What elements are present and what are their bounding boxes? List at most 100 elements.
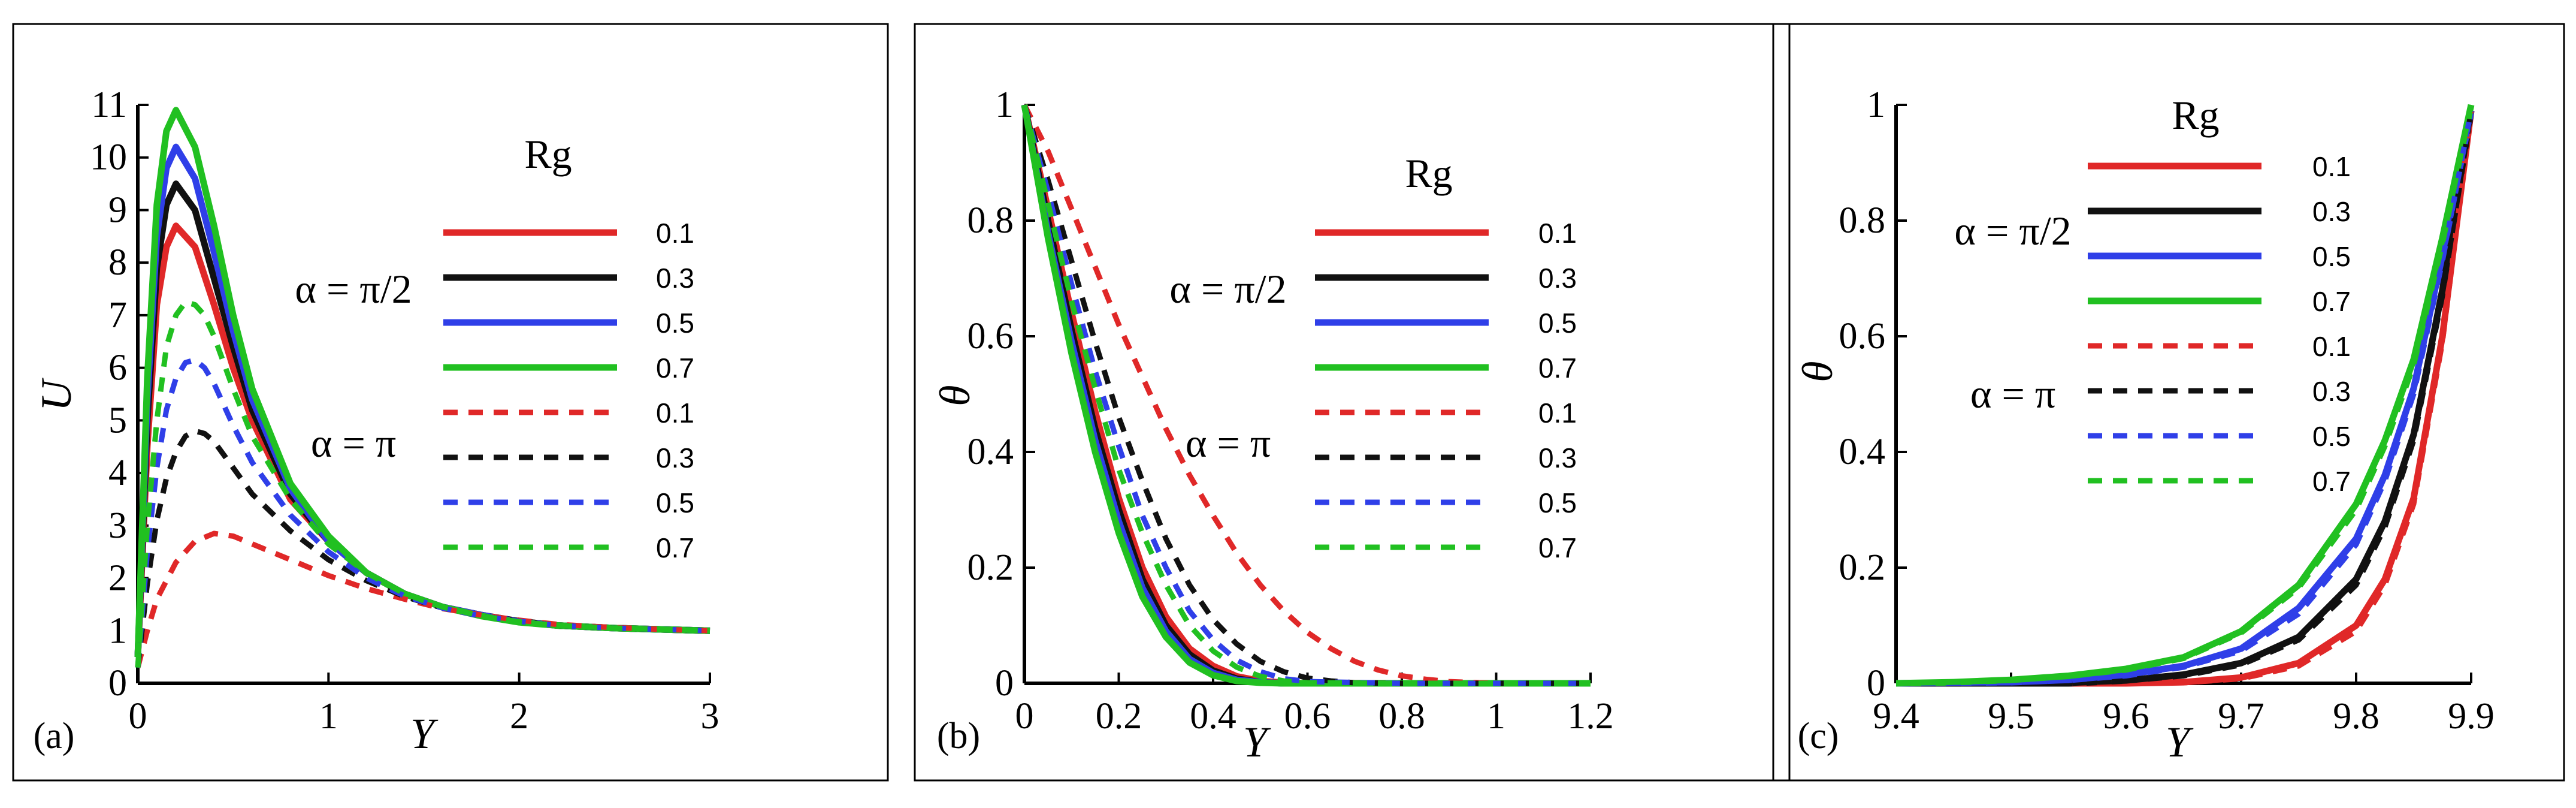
y-tick-label: 1	[108, 610, 127, 651]
y-tick-label: 11	[91, 85, 127, 125]
y-tick-label: 3	[108, 505, 127, 546]
x-tick-label: 9.7	[2218, 696, 2264, 737]
y-tick-label: 1	[1867, 85, 1885, 125]
y-tick-label: 0	[1867, 663, 1885, 704]
y-tick-label: 7	[108, 295, 127, 336]
panel-frame	[12, 23, 889, 782]
legend-entry-label: 0.5	[656, 487, 694, 518]
y-tick-label: 0.8	[967, 200, 1014, 241]
legend-entry-label: 0.3	[656, 263, 694, 294]
legend-entry-label: 0.3	[2312, 376, 2351, 407]
x-tick-label: 3	[701, 696, 719, 737]
y-tick-label: 0.6	[1839, 316, 1886, 357]
series-line-dashed-0.7	[135, 299, 710, 668]
x-axis-label: Y	[410, 710, 439, 758]
x-tick-label: 9.8	[2333, 696, 2380, 737]
series-line-solid-0.1	[1021, 104, 1591, 687]
legend-entry-label: 0.3	[2312, 196, 2351, 227]
legend-entry-label: 0.5	[1538, 487, 1577, 518]
x-tick-label: 2	[510, 696, 528, 737]
y-tick-label: 2	[108, 558, 127, 599]
panel-label: (b)	[937, 716, 980, 756]
legend-entry-label: 0.5	[1538, 307, 1577, 339]
x-tick-label: 0	[129, 696, 147, 737]
legend-entry-label: 0.5	[656, 307, 694, 339]
legend-entry-label: 0.5	[2312, 421, 2351, 452]
x-tick-label: 9.9	[2448, 696, 2495, 737]
legend-group-label: α = π	[1970, 371, 2055, 417]
x-tick-label: 0.6	[1284, 696, 1331, 737]
y-tick-label: 0	[108, 663, 127, 704]
y-axis-label: θ	[931, 385, 979, 406]
legend-group-label: α = π/2	[295, 266, 412, 312]
legend-group-label: α = π/2	[1954, 208, 2071, 254]
legend-entry-label: 0.1	[2312, 331, 2351, 362]
legend-title: Rg	[1405, 150, 1452, 196]
series-line-dashed-0.5	[1021, 104, 1591, 686]
y-tick-label: 10	[90, 137, 127, 178]
series-line-solid-0.5	[1021, 104, 1591, 687]
legend-entry-label: 0.3	[1538, 263, 1577, 294]
x-tick-label: 0	[1015, 696, 1034, 737]
legend-entry-label: 0.3	[1538, 442, 1577, 474]
series-line-dashed-0.5	[1895, 110, 2474, 686]
y-tick-label: 0.8	[1839, 200, 1886, 241]
y-tick-label: 6	[108, 348, 127, 388]
x-tick-label: 0.4	[1190, 696, 1236, 737]
x-tick-label: 9.6	[2103, 696, 2149, 737]
series-line-dashed-0.3	[1896, 110, 2474, 686]
y-tick-label: 1	[995, 85, 1014, 125]
legend-entry-label: 0.7	[656, 352, 694, 384]
legend-entry-label: 0.3	[656, 442, 694, 474]
y-tick-label: 5	[108, 400, 127, 441]
x-axis-label: Y	[1243, 718, 1271, 766]
legend-entry-label: 0.7	[1538, 352, 1577, 384]
y-axis-label: U	[32, 378, 80, 411]
legend-entry-label: 0.1	[2312, 151, 2351, 182]
series-line-solid-0.3	[1021, 104, 1591, 687]
x-tick-label: 9.4	[1873, 696, 1919, 737]
panel-label: (a)	[34, 716, 75, 756]
series-line-solid-0.7	[1021, 104, 1591, 687]
x-tick-label: 0.2	[1096, 696, 1142, 737]
series-line-dashed-0.5	[135, 357, 710, 668]
panel-frame	[1772, 23, 2565, 782]
legend-entry-label: 0.5	[2312, 241, 2351, 272]
panel-frame	[914, 23, 1791, 782]
x-tick-label: 9.5	[1988, 696, 2034, 737]
series-line-dashed-0.1	[1021, 103, 1591, 686]
x-axis-label: Y	[2166, 718, 2194, 766]
legend-entry-label: 0.7	[1538, 532, 1577, 563]
y-tick-label: 0.4	[1839, 432, 1886, 472]
y-tick-label: 0	[995, 663, 1014, 704]
legend-group-label: α = π/2	[1169, 266, 1286, 312]
x-tick-label: 1.2	[1567, 696, 1614, 737]
y-axis-label: θ	[1794, 361, 1842, 382]
x-tick-label: 1	[1487, 696, 1505, 737]
legend-title: Rg	[524, 131, 572, 177]
y-tick-label: 9	[108, 189, 127, 230]
x-tick-label: 0.8	[1378, 696, 1425, 737]
series-line-dashed-0.1	[1896, 110, 2474, 686]
series-line-solid-0.7	[134, 107, 710, 658]
series-line-dashed-0.7	[1021, 104, 1591, 686]
chart-panel-a: 0 1 2 3 0 1 2 3 4 5 6 7 8 9 10 11 Rg 0.1 0.3 0.5 0.7 0.1 0.3 0.…	[12, 23, 889, 782]
x-tick-label: 1	[319, 696, 338, 737]
legend-entry-label: 0.1	[656, 397, 694, 429]
series-line-solid-0.5	[134, 143, 710, 658]
y-tick-label: 4	[108, 453, 127, 493]
series-line-dashed-0.1	[135, 530, 710, 668]
y-tick-label: 0.2	[1839, 547, 1886, 588]
panel-label: (c)	[1798, 716, 1839, 756]
y-tick-label: 0.2	[967, 547, 1014, 588]
legend-group-label: α = π	[311, 420, 396, 466]
legend-entry-label: 0.7	[2312, 286, 2351, 317]
legend-entry-label: 0.1	[1538, 218, 1577, 249]
legend-entry-label: 0.1	[1538, 397, 1577, 429]
series-line-dashed-0.3	[135, 428, 710, 668]
legend-group-label: α = π	[1186, 420, 1271, 466]
series-line-dashed-0.3	[1021, 104, 1591, 686]
legend-title: Rg	[2172, 92, 2219, 138]
legend-entry-label: 0.7	[2312, 466, 2351, 497]
